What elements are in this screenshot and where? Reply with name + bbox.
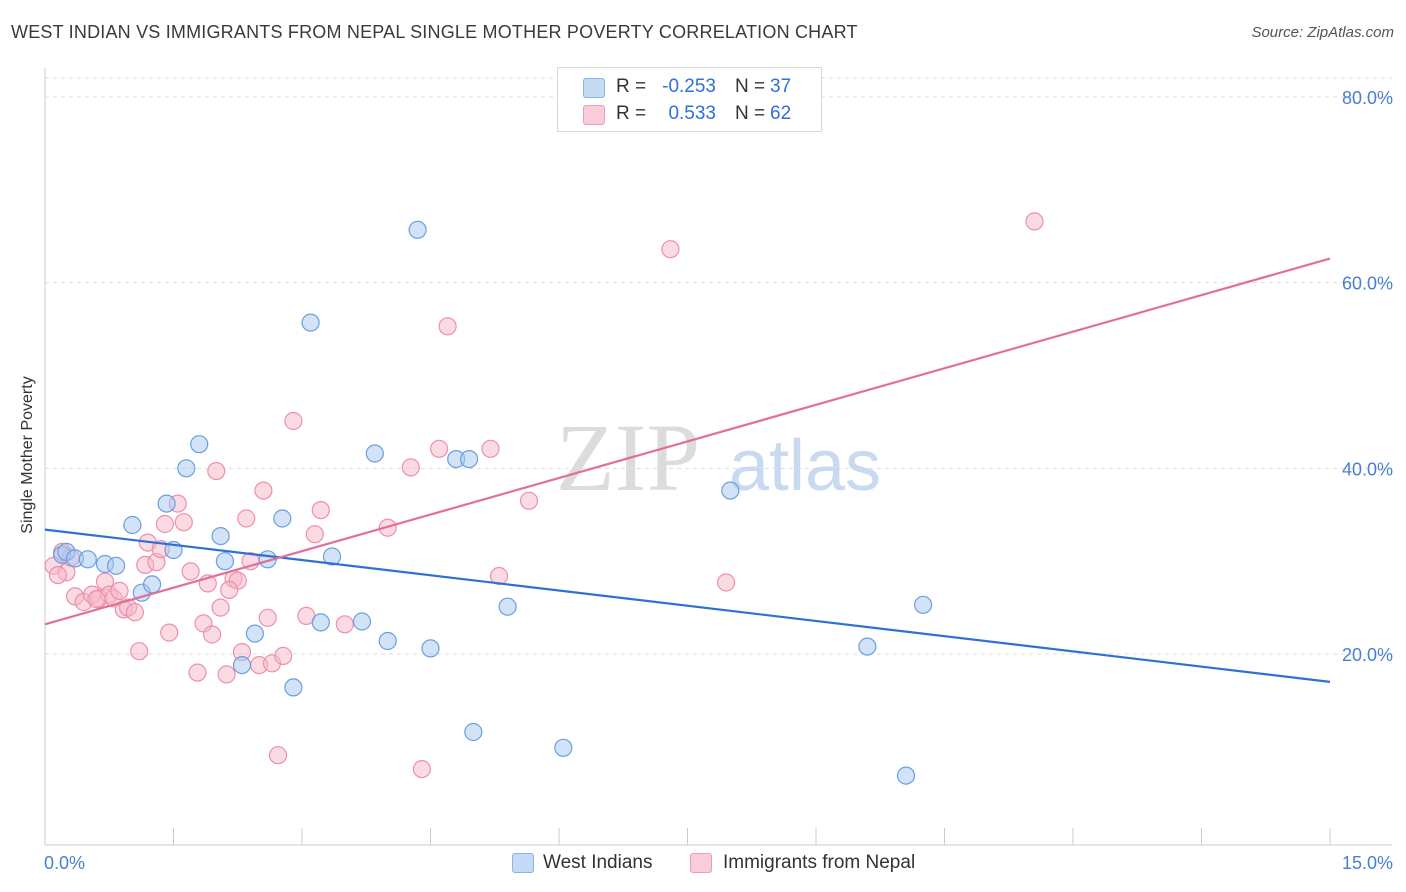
point-west-indians (301, 313, 320, 332)
legend-row-west-indians: R = -0.253 N = 37 (558, 74, 821, 102)
legend-r-label: R = (616, 76, 647, 97)
point-west-indians (190, 435, 209, 454)
point-west-indians (284, 678, 303, 697)
legend-r-label: R = (616, 103, 647, 124)
legend-swatch-blue (583, 78, 605, 98)
legend-n-value: 37 (770, 76, 792, 97)
legend-label: Immigrants from Nepal (723, 852, 916, 873)
point-nepal (87, 590, 106, 609)
point-west-indians (157, 494, 176, 513)
point-nepal (207, 462, 226, 481)
point-nepal (274, 646, 293, 666)
point-west-indians (273, 509, 292, 528)
point-west-indians (177, 459, 196, 478)
point-nepal (438, 317, 457, 336)
y-tick-label: 80.0% (1342, 88, 1393, 108)
point-west-indians (460, 450, 479, 469)
point-west-indians (464, 722, 483, 742)
point-west-indians (211, 526, 230, 546)
legend-r-value: 0.533 (668, 103, 716, 124)
chart-title: WEST INDIAN VS IMMIGRANTS FROM NEPAL SIN… (11, 22, 858, 42)
x-tick-label: 15.0% (1342, 853, 1393, 873)
point-west-indians (78, 550, 97, 569)
x-tick-label: 0.0% (44, 853, 85, 873)
point-nepal (311, 501, 330, 520)
point-nepal (203, 625, 222, 644)
point-nepal (430, 439, 449, 458)
point-nepal (188, 663, 207, 682)
watermark-atlas: atlas (729, 426, 881, 506)
legend-n-label: N = (735, 76, 766, 97)
point-nepal (412, 759, 431, 779)
point-west-indians (408, 220, 427, 239)
y-tick-label: 60.0% (1342, 274, 1393, 294)
point-west-indians (498, 597, 517, 616)
point-nepal (110, 581, 129, 601)
legend-swatch-pink (690, 853, 712, 873)
point-west-indians (378, 631, 397, 651)
point-west-indians (245, 624, 264, 643)
point-nepal (237, 509, 256, 528)
point-west-indians (421, 639, 440, 658)
point-west-indians (311, 613, 330, 632)
y-tick-label: 40.0% (1342, 459, 1393, 479)
point-nepal (220, 580, 239, 600)
legend-r-value: -0.253 (662, 76, 716, 97)
tick-labels: 20.0% 40.0% 60.0% 80.0% 0.0% 15.0% (44, 88, 1393, 873)
point-nepal (130, 642, 149, 661)
point-nepal (716, 573, 736, 592)
point-nepal (254, 481, 273, 500)
point-nepal (481, 439, 500, 458)
legend-item-west-indians[interactable]: West Indians (512, 852, 672, 876)
point-west-indians (322, 547, 342, 566)
point-west-indians (896, 766, 916, 785)
point-nepal (305, 525, 324, 544)
point-nepal (284, 411, 303, 431)
data-points (44, 212, 1044, 785)
trend-line-nepal (44, 257, 1331, 626)
point-nepal (268, 746, 288, 765)
point-nepal (160, 623, 179, 642)
point-west-indians (232, 655, 252, 675)
point-west-indians (106, 556, 126, 575)
watermark: ZIP atlas (556, 404, 881, 511)
legend-item-nepal[interactable]: Immigrants from Nepal (690, 852, 950, 876)
legend-swatch-blue (512, 853, 534, 873)
legend-n-label: N = (735, 103, 766, 124)
y-tick-label: 20.0% (1342, 645, 1393, 665)
point-nepal (401, 458, 420, 477)
point-west-indians (143, 575, 162, 594)
point-west-indians (858, 637, 877, 656)
point-west-indians (913, 595, 933, 614)
axes (44, 68, 1392, 846)
point-nepal (155, 514, 174, 534)
legend-swatch-pink (583, 105, 605, 125)
point-nepal (519, 491, 539, 510)
point-nepal (258, 608, 277, 627)
point-west-indians (554, 738, 573, 757)
point-nepal (1025, 212, 1044, 231)
legend-row-nepal: R = 0.533 N = 62 (558, 101, 821, 129)
point-west-indians (123, 515, 142, 535)
stats-legend: R = -0.253 N = 37 R = 0.533 N = 62 (557, 67, 822, 132)
legend-n-value: 62 (770, 103, 792, 124)
point-west-indians (721, 481, 740, 500)
trend-lines (44, 257, 1331, 683)
point-nepal (125, 603, 144, 622)
point-west-indians (215, 552, 234, 571)
legend-label: West Indians (543, 852, 653, 873)
trend-line-west-indians (44, 528, 1331, 683)
point-nepal (217, 665, 236, 684)
source-label: Source: ZipAtlas.com (1251, 24, 1394, 41)
point-nepal (335, 615, 354, 634)
point-nepal (181, 562, 200, 581)
point-west-indians (352, 612, 372, 631)
point-nepal (48, 565, 68, 585)
point-nepal (174, 513, 193, 532)
point-nepal (211, 598, 230, 617)
point-nepal (661, 240, 680, 259)
point-west-indians (365, 444, 384, 463)
